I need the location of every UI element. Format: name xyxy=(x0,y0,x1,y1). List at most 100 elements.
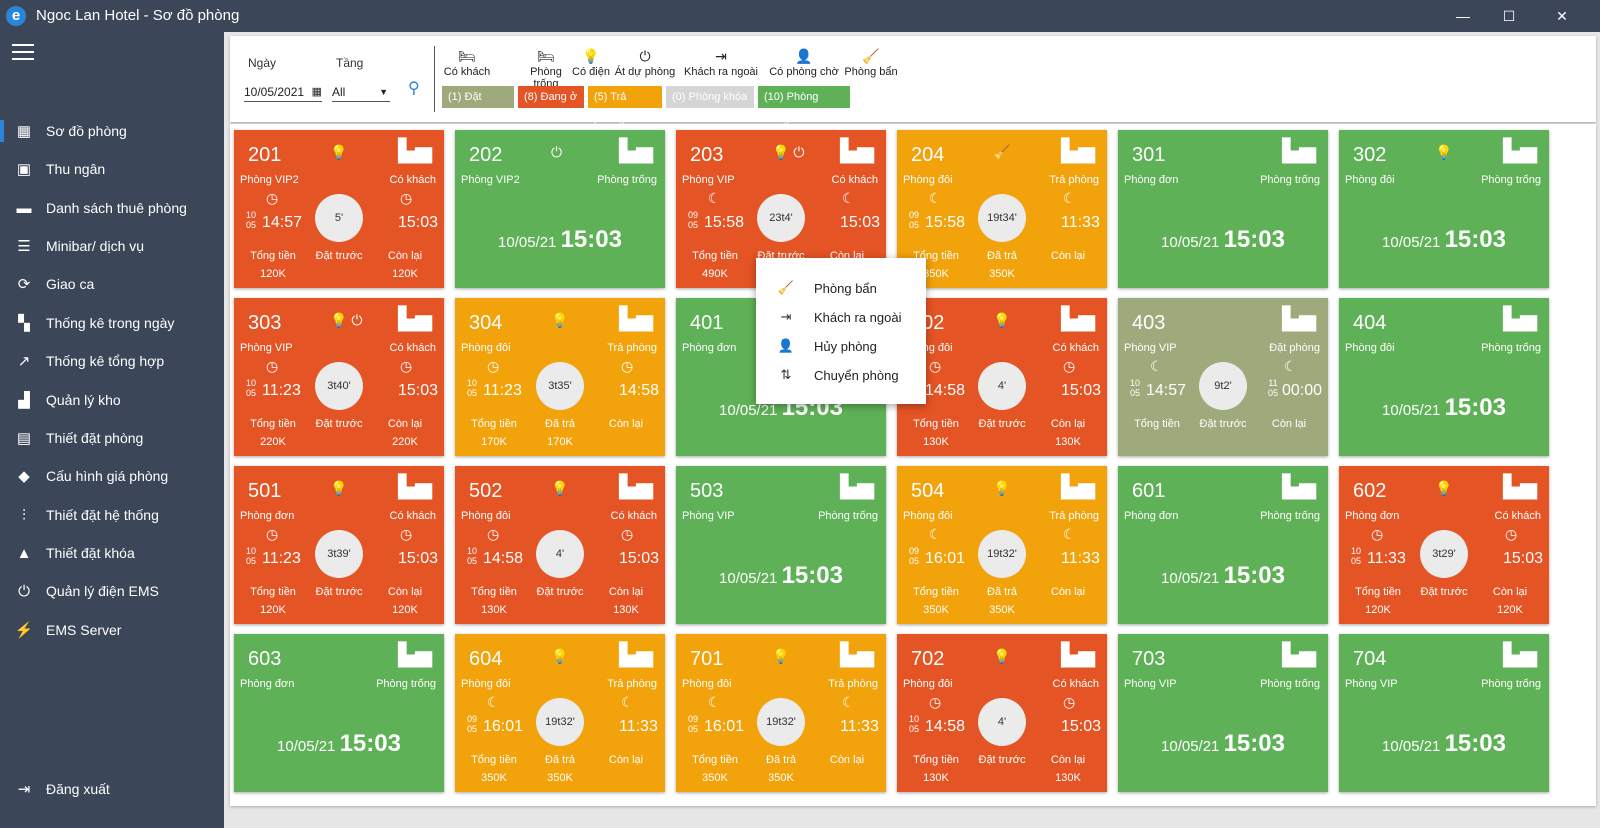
bed-empty-icon: 🛏 xyxy=(537,48,555,64)
checkout-icon: ◷ xyxy=(1063,694,1076,710)
duration-badge: 19t32' xyxy=(978,530,1026,578)
sidebar-item-label: Quản lý kho xyxy=(46,392,121,408)
room-type: Phòng đôi xyxy=(461,510,511,522)
remaining-label: Còn lại xyxy=(387,250,423,262)
floor-select[interactable]: All ▼ xyxy=(332,82,390,102)
status-filter-badge[interactable]: (8) Đang ở xyxy=(518,86,584,108)
hamburger-menu-icon[interactable] xyxy=(12,44,34,60)
status-filter-badge[interactable]: (10) Phòng trống xyxy=(758,86,850,125)
filter-toolbar: Ngày 10/05/2021 ▦ Tầng All ▼ ⚲ 🛏 Có khách… xyxy=(230,36,1596,125)
room-status: Trả phòng xyxy=(828,678,878,690)
checkout-time: 15:03 xyxy=(840,214,881,231)
room-card[interactable]: 302 💡 ▙▅ Phòng đôi Phòng trống 10/05/21 15:03 xyxy=(1339,130,1549,288)
sidebar-item-power[interactable]: ⏻ Quản lý điện EMS xyxy=(0,572,224,610)
room-type: Phòng đôi xyxy=(903,510,953,522)
sidebar-item-logout[interactable]: ⇥ Đăng xuất xyxy=(0,770,224,808)
remaining-label: Còn lại xyxy=(829,754,865,766)
room-card[interactable]: 604 💡 ▙▅ Phòng đôi Trả phòng ☾ 09 05 16:01 19t32'… xyxy=(455,634,665,792)
remaining-label: Còn lại xyxy=(1492,586,1528,598)
search-icon[interactable]: ⚲ xyxy=(408,80,420,97)
date-picker[interactable]: 10/05/2021 ▦ xyxy=(244,82,322,102)
checkin-date: 09 05 xyxy=(909,546,920,566)
sidebar-item-truck[interactable]: ▟ Quản lý kho xyxy=(0,381,224,419)
room-card[interactable]: 503 ▙▅ Phòng VIP Phòng trống 10/05/21 15:03 xyxy=(676,466,886,624)
sidebar-item-room-settings[interactable]: ▤ Thiết đặt phòng xyxy=(0,419,224,457)
room-card[interactable]: 502 💡 ▙▅ Phòng đôi Có khách ◷ 10 05 14:58 4' ◷ 15:0… xyxy=(455,466,665,624)
room-date: 10/05/21 xyxy=(1382,234,1441,251)
lock-icon: ▲ xyxy=(16,544,32,562)
room-card[interactable]: 501 💡 ▙▅ Phòng đơn Có khách ◷ 10 05 11:23 3t39' ◷ 1… xyxy=(234,466,444,624)
sidebar-item-cash[interactable]: ▣ Thu ngân xyxy=(0,150,224,188)
context-menu-item[interactable]: ⇅ Chuyển phòng xyxy=(756,361,926,389)
room-card[interactable]: 504 💡 ▙▅ Phòng đôi Trả phòng ☾ 09 05 16:01 19t32'… xyxy=(897,466,1107,624)
list-icon: ☰ xyxy=(17,238,31,255)
sidebar-item-list[interactable]: ☰ Minibar/ dịch vụ xyxy=(0,227,224,265)
legend-exit: ⇥ Khách ra ngoài xyxy=(682,48,760,78)
maximize-button[interactable]: ☐ xyxy=(1502,8,1516,24)
sidebar-item-refresh[interactable]: ⟳ Giao ca xyxy=(0,265,224,303)
room-card[interactable]: 304 💡 ▙▅ Phòng đôi Trả phòng ◷ 10 05 11:23 3t35' ◷… xyxy=(455,298,665,456)
refresh-icon: ⟳ xyxy=(17,276,31,293)
room-type: Phòng đơn xyxy=(240,678,295,690)
total-value: 220K xyxy=(260,436,286,448)
room-card[interactable]: 201 💡 ▙▅ Phòng VIP2 Có khách ◷ 10 05 14:57 5' ◷ 15:… xyxy=(234,130,444,288)
remaining-label: Còn lại xyxy=(1050,586,1086,598)
bed-icon: ▙▅ xyxy=(398,138,432,163)
context-menu-item[interactable]: ⇥ Khách ra ngoài xyxy=(756,303,926,331)
room-card[interactable]: 703 ▙▅ Phòng VIP Phòng trống 10/05/21 15:03 xyxy=(1118,634,1328,792)
checkin-time: 14:58 xyxy=(925,382,966,399)
room-card[interactable]: 202 ⏻ ▙▅ Phòng VIP2 Phòng trống 10/05/21 15:0… xyxy=(455,130,665,288)
total-value: 350K xyxy=(702,772,728,784)
room-card[interactable]: 403 ▙▅ Phòng VIP Đặt phòng ☾ 10 05 14:57 9t2' ☾ 11… xyxy=(1118,298,1328,456)
sidebar-item-bed[interactable]: ▬ Danh sách thuê phòng xyxy=(0,189,224,227)
room-card[interactable]: 303 💡 ⏻ ▙▅ Phòng VIP Có khách ◷ 10 05 11:23 3t40'… xyxy=(234,298,444,456)
room-status: Có khách xyxy=(1052,678,1099,690)
room-indicator-icon: 💡 xyxy=(1435,144,1453,160)
checkin-time: 14:58 xyxy=(925,718,966,735)
mid-label: Đã trả xyxy=(545,418,575,430)
room-card[interactable]: 204 🧹 ▙▅ Phòng đôi Trả phòng ☾ 09 05 15:58 19t34'… xyxy=(897,130,1107,288)
room-number: 202 xyxy=(469,144,503,166)
room-card[interactable]: 704 ▙▅ Phòng VIP Phòng trống 10/05/21 15:03 xyxy=(1339,634,1549,792)
status-filter-badge[interactable]: (5) Trả phòng xyxy=(588,86,662,125)
checkin-time: 15:58 xyxy=(925,214,966,231)
user-remove-icon: 👤 xyxy=(777,338,795,353)
checkin-icon: ☾ xyxy=(708,190,721,206)
legend-bed-empty: 🛏 Phòng trống xyxy=(520,48,572,90)
close-button[interactable]: ✕ xyxy=(1556,8,1568,24)
room-card[interactable]: 601 ▙▅ Phòng đơn Phòng trống 10/05/21 15:03 xyxy=(1118,466,1328,624)
sidebar-item-label: Minibar/ dịch vụ xyxy=(46,238,145,254)
sidebar-item-tag[interactable]: ◆ Cấu hình giá phòng xyxy=(0,457,224,495)
sidebar-item-sliders[interactable]: ⫶ Thiết đặt hệ thống xyxy=(0,496,224,534)
checkout-time: 11:33 xyxy=(1061,550,1100,567)
room-number: 604 xyxy=(469,648,503,670)
room-card[interactable]: 701 💡 ▙▅ Phòng đôi Trả phòng ☾ 09 05 16:01 19t32'… xyxy=(676,634,886,792)
room-type: Phòng đôi xyxy=(1345,174,1395,186)
sidebar-item-dashboard[interactable]: ▚ Thống kê trong ngày xyxy=(0,304,224,342)
total-value: 350K xyxy=(923,268,949,280)
room-card[interactable]: 603 ▙▅ Phòng đơn Phòng trống 10/05/21 15:03 xyxy=(234,634,444,792)
status-filter-badge[interactable]: (0) Phòng khóa xyxy=(666,86,754,108)
total-label: Tổng tiền xyxy=(692,250,738,262)
sidebar-item-chart[interactable]: ↗ Thống kê tổng hợp xyxy=(0,342,224,380)
calendar-icon[interactable]: ▦ xyxy=(311,86,322,98)
room-type: Phòng VIP xyxy=(682,510,735,522)
room-card[interactable]: 702 💡 ▙▅ Phòng đôi Có khách ◷ 10 05 14:58 4' ◷ 15:0… xyxy=(897,634,1107,792)
sidebar-item-lock[interactable]: ▲ Thiết đặt khóa xyxy=(0,534,224,572)
room-card[interactable]: 404 ▙▅ Phòng đôi Phòng trống 10/05/21 15:03 xyxy=(1339,298,1549,456)
minimize-button[interactable]: — xyxy=(1456,8,1470,24)
toolbar-divider xyxy=(434,46,435,112)
room-type: Phòng đôi xyxy=(903,678,953,690)
context-menu-item[interactable]: 🧹 Phòng bẩn xyxy=(756,274,926,302)
sidebar-item-grid[interactable]: ▦ Sơ đồ phòng xyxy=(0,112,224,150)
sidebar-item-label: Thiết đặt khóa xyxy=(46,545,135,561)
context-menu-item[interactable]: 👤 Hủy phòng xyxy=(756,332,926,360)
context-menu-label: Khách ra ngoài xyxy=(814,309,902,325)
status-filter-badge[interactable]: (1) Đặt trước xyxy=(442,86,514,125)
sidebar-item-plug[interactable]: ⚡ EMS Server xyxy=(0,611,224,649)
room-card[interactable]: 602 💡 ▙▅ Phòng đơn Có khách ◷ 10 05 11:33 3t29' ◷ 1… xyxy=(1339,466,1549,624)
room-card[interactable]: 301 ▙▅ Phòng đơn Phòng trống 10/05/21 15:03 xyxy=(1118,130,1328,288)
room-date: 10/05/21 xyxy=(277,738,336,755)
total-label: Tổng tiền xyxy=(913,754,959,766)
